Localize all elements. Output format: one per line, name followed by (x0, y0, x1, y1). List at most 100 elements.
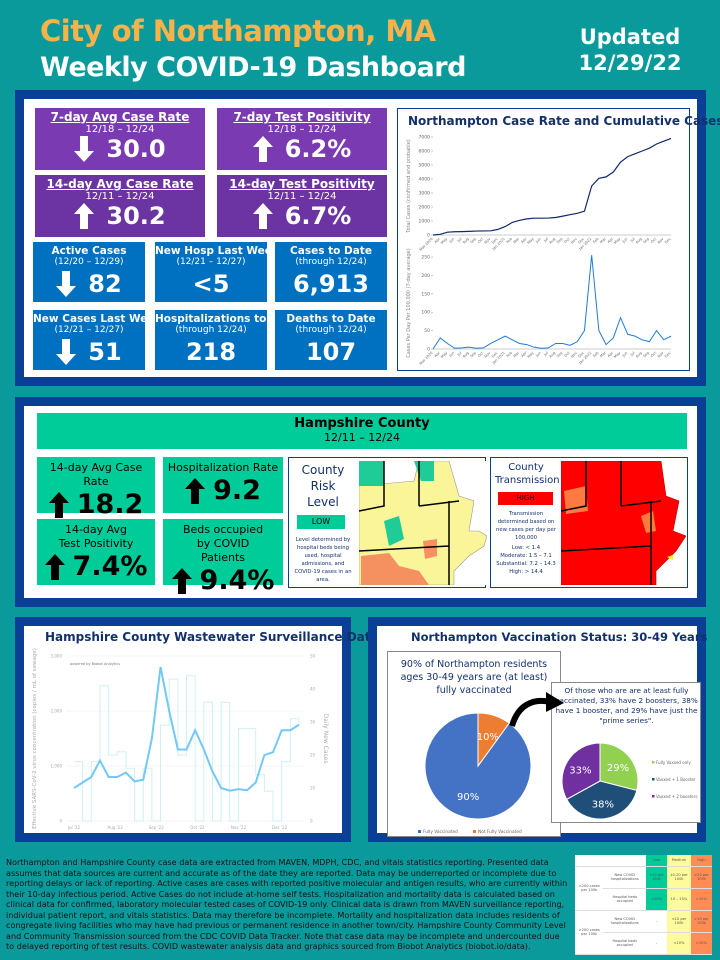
booster-pie: 29% Fully Vaxxed only 38% Vaxxed + 1 Booste… (561, 742, 697, 820)
x-tick-label: Apr (520, 237, 528, 245)
case-threshold: >200 cases per 100k (575, 910, 604, 956)
x-tick-label: Jul (542, 351, 549, 358)
metric-name: New COVID hospitalizations (603, 910, 647, 933)
updated-label: Updated (579, 25, 681, 49)
footer-disclaimer: Northampton and Hampshire County case da… (6, 857, 568, 951)
cumulative-cases-line (432, 137, 672, 236)
pie-slice (599, 742, 639, 792)
x-tick-label: Jun (448, 237, 456, 245)
arrow-up-icon (48, 491, 69, 518)
metric-dates: 12/11 – 12/24 (85, 191, 155, 202)
metric-title: 7-day Test Positivity (233, 110, 371, 124)
risk-level-badge: LOW (297, 515, 345, 529)
threshold-cell: <10 per 100k (646, 866, 667, 889)
x-tick-label: Jun (621, 351, 629, 359)
risk-note: Level determined by hospital beds being … (294, 537, 352, 583)
booster-text: Of those who are are at least fully vacc… (555, 686, 698, 725)
metric-name: Hospital beds occupied (603, 932, 647, 956)
transmission-title: County Transmission (495, 462, 560, 486)
pie-slice (566, 780, 638, 820)
y2-tick-label: 50 (310, 654, 316, 659)
county-metric-value: 9.2 (213, 475, 261, 506)
legend-label: Fully Vaccinated (423, 829, 458, 835)
threshold-cell: >15% (691, 888, 712, 911)
stat-title: Active Cases (51, 245, 127, 257)
county-metric-tile: Hospitalization Rate 9.2 (163, 457, 283, 513)
county-metric-tile: Beds occupied by COVID Patients 9.4% (163, 519, 283, 596)
x-tick-label: Mar (513, 351, 521, 359)
stat-title: Deaths to Date (286, 313, 376, 325)
pie-slice (477, 712, 510, 768)
county-metric-value: 9.4% (199, 565, 275, 596)
y-tick-label: 3000 (419, 191, 431, 197)
county-risk-box: County Risk Level LOW Level determined b… (288, 457, 487, 588)
county-transmission-box: County Transmission HIGH Transmission de… (490, 457, 688, 588)
county-metric-value: 18.2 (76, 489, 144, 520)
x-tick-label: Apr (607, 351, 615, 359)
legend-swatch (652, 761, 655, 764)
case-threshold: <200 cases per 100k (575, 866, 604, 911)
x-tick-label: Mar (513, 237, 521, 245)
x-tick-label: Nov (570, 236, 578, 244)
updated-value: 12/29/22 (578, 51, 682, 75)
y2-tick-label: 0 (310, 819, 313, 824)
threshold-cell: <10 per 100k (666, 910, 691, 933)
x-tick-label: May (613, 236, 622, 245)
daily-cases-step-line (74, 675, 300, 822)
pie-label: 33% (569, 765, 591, 776)
stat-value: 218 (185, 338, 237, 366)
metric-dates: 12/11 – 12/24 (267, 191, 337, 202)
biobot-note: powered by Biobot Analytics (70, 662, 120, 666)
metric-value: 6.7% (284, 202, 352, 230)
case-rate-chart: Northampton Case Rate and Cumulative Cas… (397, 108, 720, 371)
x-tick-label: Aug (462, 351, 470, 359)
arrow-up-icon (185, 477, 206, 504)
county-metric-tile: 14-day Avg Case Rate 18.2 (37, 457, 155, 520)
stat-title: New Hosp Last Week (155, 245, 279, 257)
x-tick-label: Dec (491, 351, 499, 359)
chart-title: Northampton Case Rate and Cumulative Cas… (408, 114, 720, 128)
metric-value: 30.0 (106, 135, 166, 163)
x-tick-label: Mar 2020 (419, 350, 434, 365)
y-tick-label: 1000 (419, 219, 431, 225)
x-tick-label: Jul '22 (67, 825, 81, 830)
x-tick-label: Nov (484, 350, 492, 358)
x-tick-label: Aug (549, 351, 557, 359)
x-tick-label: Oct (477, 236, 485, 244)
y-axis-label: Cases Per Day Per 100,000 (7-day average… (406, 248, 412, 357)
x-tick-label: Apr (434, 351, 442, 359)
x-tick-label: Apr (434, 237, 442, 245)
x-tick-label: Feb (506, 350, 514, 358)
cdc-community-levels-table: Low Medium High <200 cases per 100k New COVI… (575, 855, 712, 956)
county-metric-title: 14-day Avg Case Rate (49, 461, 143, 488)
y-tick-label: 100 (421, 310, 430, 316)
stat-dates: (12/20 – 12/29) (54, 257, 124, 267)
vaccination-main-box: 90% of Northampton residents ages 30-49 … (387, 651, 561, 837)
x-tick-label: Dec (664, 351, 672, 359)
stat-dates: (through 12/24) (295, 257, 367, 267)
county-metric-value: 7.4% (72, 551, 148, 582)
arrow-up-icon (44, 553, 65, 580)
y-tick-label: 6000 (419, 149, 431, 155)
y-tick-label: 150 (421, 291, 430, 297)
stat-value: 51 (88, 338, 122, 366)
booster-box: Of those who are are at least fully vacc… (551, 682, 701, 823)
x-tick-label: Dec '22 (272, 825, 288, 830)
x-tick-label: Dec (577, 237, 585, 245)
y-tick-label: 0 (427, 347, 430, 353)
x-tick-label: Jun (448, 351, 456, 359)
x-tick-label: Sep (469, 350, 477, 358)
arrow-up-icon (74, 203, 95, 229)
wastewater-panel (15, 617, 351, 842)
legend-label: Vaxxed + 1 Booster (656, 777, 696, 782)
y-tick-label: 0 (427, 233, 430, 239)
x-tick-label: Jul (629, 237, 636, 244)
metric-value: 30.2 (106, 202, 166, 230)
x-tick-label: Sep (556, 236, 564, 244)
legend-swatch (652, 778, 655, 781)
y-tick-label: 2000 (419, 205, 431, 211)
transmission-level-badge: HIGH (498, 492, 553, 505)
transmission-scale: Low: < 1.4 Moderate: 1.5 – 7.1 Substantial… (492, 544, 560, 576)
threshold-cell: <10% (666, 932, 691, 956)
threshold-cell: >20 per 100k (691, 866, 712, 889)
